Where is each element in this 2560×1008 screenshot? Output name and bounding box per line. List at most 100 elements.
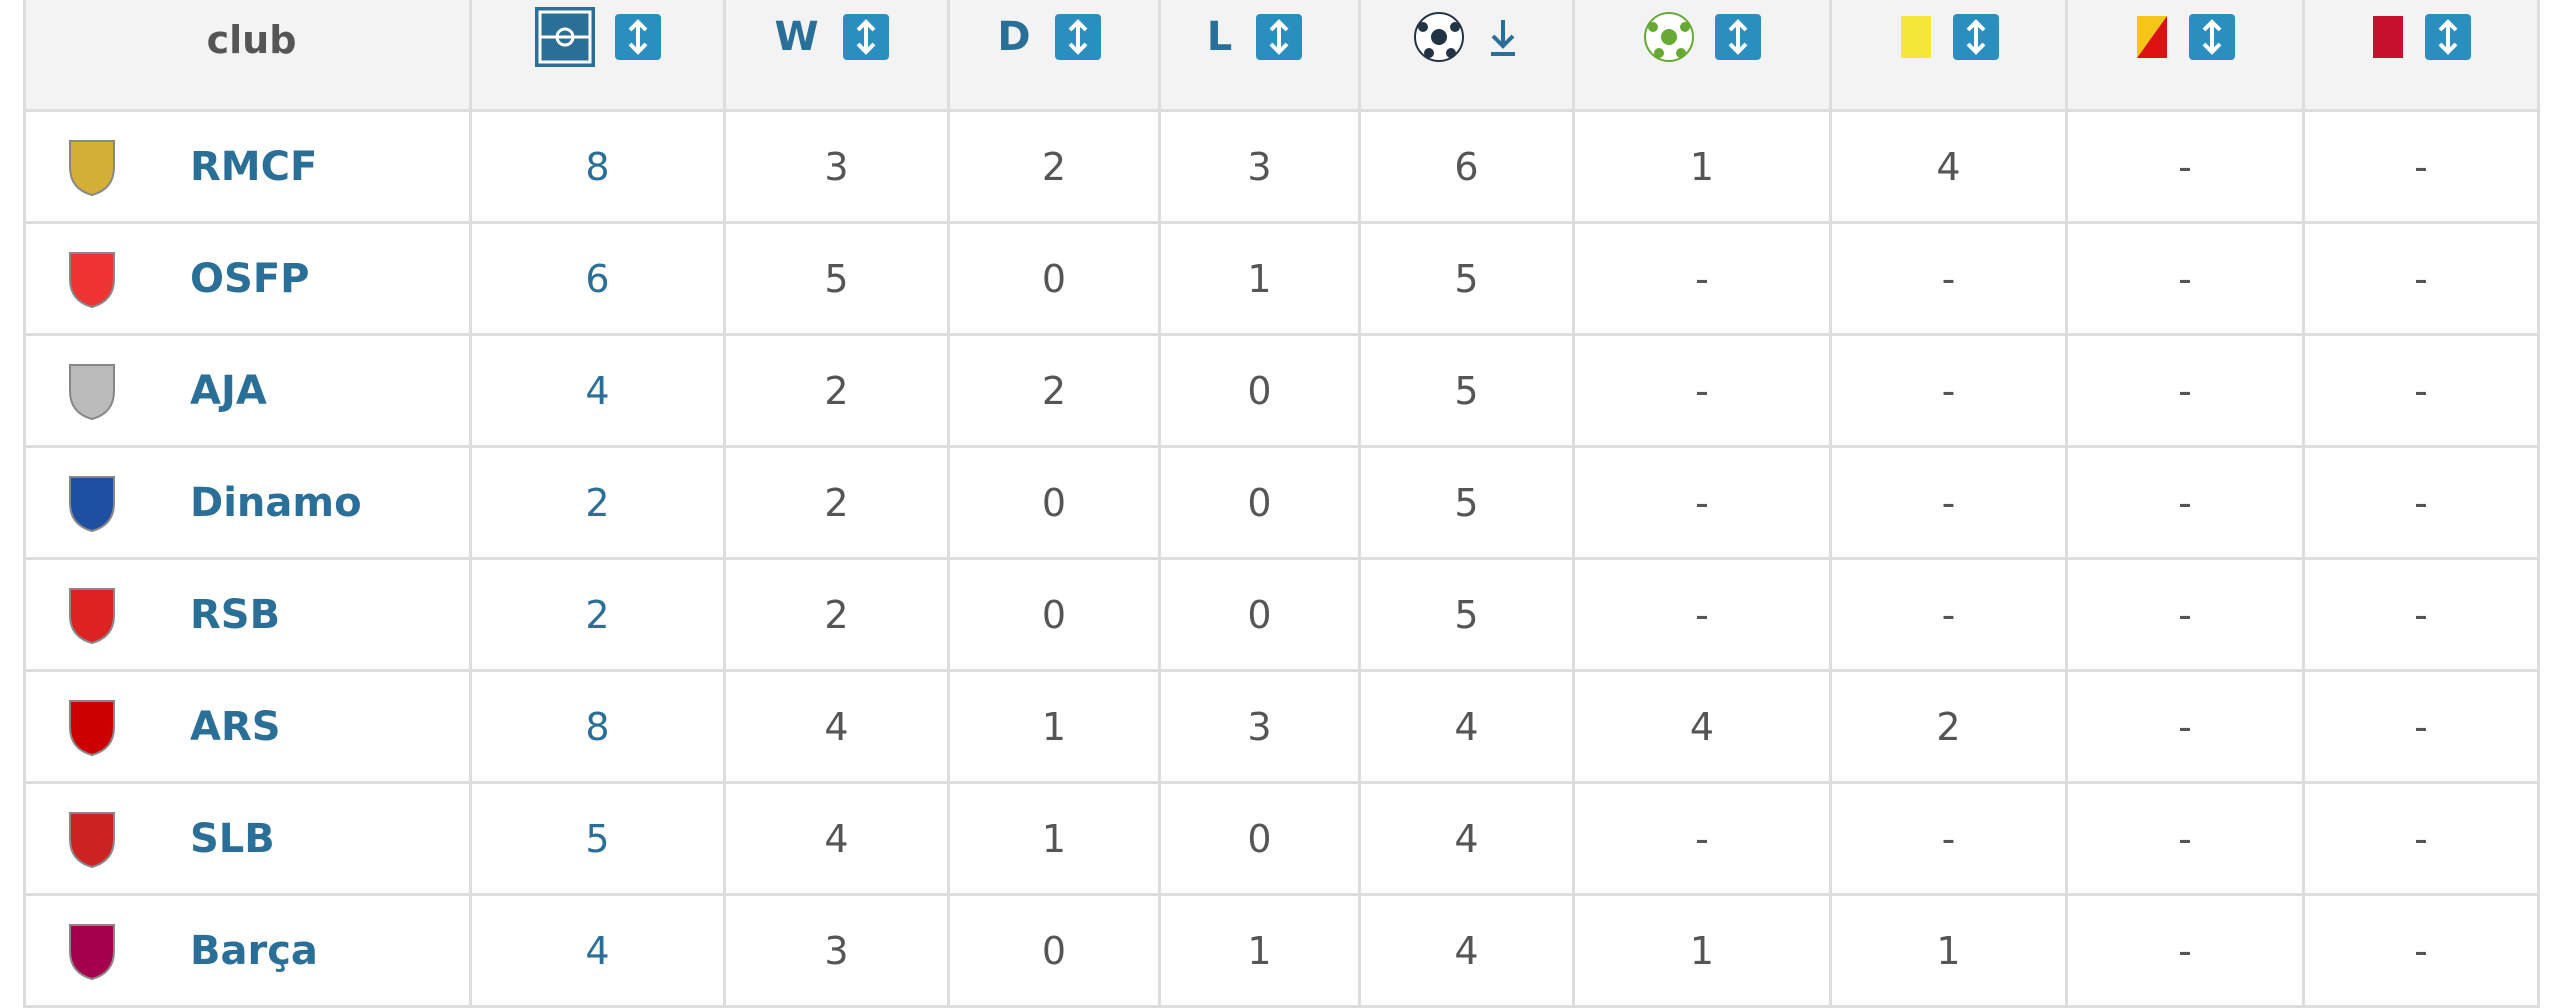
header-label: L (1206, 13, 1233, 60)
stat-cell: - (2305, 560, 2540, 672)
stat-cell: 0 (1161, 560, 1361, 672)
header-assists[interactable] (1575, 0, 1832, 112)
stat-cell: 5 (726, 224, 950, 336)
stat-cell: 1 (1832, 896, 2068, 1008)
sort-icon (1054, 13, 1101, 60)
club-crest (69, 923, 115, 980)
stat-cell: 0 (1161, 448, 1361, 560)
header-yellow[interactable] (1832, 0, 2068, 112)
stat-cell[interactable]: 4 (472, 896, 726, 1008)
red-card-icon (2373, 15, 2403, 58)
stat-cell: 4 (1361, 896, 1575, 1008)
header-matches[interactable] (472, 0, 726, 112)
yellow-red-card-icon (2137, 15, 2167, 58)
sort-icon (614, 13, 661, 60)
club-name[interactable]: Barça (190, 927, 318, 974)
sort-icon (2189, 13, 2235, 60)
stat-cell: 6 (1361, 112, 1575, 224)
stat-cell: - (1575, 560, 1832, 672)
header-second-yellow[interactable] (2068, 0, 2305, 112)
header-draws[interactable]: D (950, 0, 1161, 112)
green-ball-icon (1644, 11, 1694, 62)
club-cell: ARS (26, 672, 472, 784)
stat-cell[interactable]: 5 (472, 784, 726, 896)
stat-cell: - (1832, 448, 2068, 560)
stat-cell: 2 (726, 560, 950, 672)
club-crest (69, 139, 115, 196)
stat-cell: - (1832, 560, 2068, 672)
header-red[interactable] (2305, 0, 2540, 112)
stat-cell: - (2305, 112, 2540, 224)
stat-cell: 1 (1161, 224, 1361, 336)
stat-cell: 0 (950, 896, 1161, 1008)
yellow-card-icon (1900, 15, 1931, 58)
stat-cell: - (2305, 784, 2540, 896)
stat-cell: 4 (1575, 672, 1832, 784)
stat-cell: 5 (1361, 448, 1575, 560)
stat-cell: 5 (1361, 560, 1575, 672)
stat-cell: 4 (726, 784, 950, 896)
stat-cell: 5 (1361, 336, 1575, 448)
header-goals[interactable] (1361, 0, 1575, 112)
stat-cell: - (1575, 448, 1832, 560)
stat-cell: - (2068, 336, 2305, 448)
club-crest (69, 251, 115, 308)
stat-cell: 0 (950, 560, 1161, 672)
stat-cell: 2 (726, 336, 950, 448)
stat-cell[interactable]: 4 (472, 336, 726, 448)
stat-cell: 2 (1832, 672, 2068, 784)
stat-cell: 1 (1161, 896, 1361, 1008)
stat-cell: - (2305, 672, 2540, 784)
club-crest (69, 811, 115, 868)
stat-cell: - (2305, 224, 2540, 336)
header-losses[interactable]: L (1161, 0, 1361, 112)
club-crest (69, 699, 115, 756)
stat-cell[interactable]: 8 (472, 112, 726, 224)
ball-icon (1413, 11, 1464, 62)
stat-cell[interactable]: 2 (472, 560, 726, 672)
club-name[interactable]: RMCF (190, 143, 318, 190)
club-cell: SLB (26, 784, 472, 896)
club-crest (69, 587, 115, 644)
club-name[interactable]: OSFP (190, 255, 310, 302)
stat-cell: 1 (950, 672, 1161, 784)
stat-cell: 1 (1575, 896, 1832, 1008)
club-cell: Barça (26, 896, 472, 1008)
club-name[interactable]: AJA (190, 367, 267, 414)
stat-cell: 4 (1832, 112, 2068, 224)
stat-cell: 0 (950, 224, 1161, 336)
stat-cell: 4 (726, 672, 950, 784)
stat-cell: 1 (950, 784, 1161, 896)
pitch-icon (534, 6, 595, 67)
stat-cell: 3 (726, 896, 950, 1008)
stat-cell: 3 (1161, 672, 1361, 784)
stat-cell: - (2068, 672, 2305, 784)
stat-cell: - (1575, 336, 1832, 448)
club-crest (69, 363, 115, 420)
club-cell: Dinamo (26, 448, 472, 560)
stat-cell[interactable]: 8 (472, 672, 726, 784)
club-name[interactable]: Dinamo (190, 479, 362, 526)
stat-cell: - (1832, 336, 2068, 448)
stat-cell: 0 (1161, 336, 1361, 448)
header-label: W (774, 13, 819, 60)
club-name[interactable]: ARS (190, 703, 281, 750)
header-wins[interactable]: W (726, 0, 950, 112)
stat-cell: 2 (726, 448, 950, 560)
header-club: club (26, 0, 472, 112)
stat-cell: 2 (950, 112, 1161, 224)
club-cell: AJA (26, 336, 472, 448)
stat-cell: - (1575, 224, 1832, 336)
header-label: D (997, 13, 1031, 60)
club-name[interactable]: RSB (190, 591, 281, 638)
stat-cell[interactable]: 2 (472, 448, 726, 560)
sort-icon (1715, 13, 1761, 60)
stat-cell[interactable]: 6 (472, 224, 726, 336)
sort-desc-icon (1490, 19, 1515, 56)
club-crest (69, 475, 115, 532)
club-name[interactable]: SLB (190, 815, 275, 862)
stat-cell: - (2305, 896, 2540, 1008)
stat-cell: - (2068, 560, 2305, 672)
club-cell: RSB (26, 560, 472, 672)
